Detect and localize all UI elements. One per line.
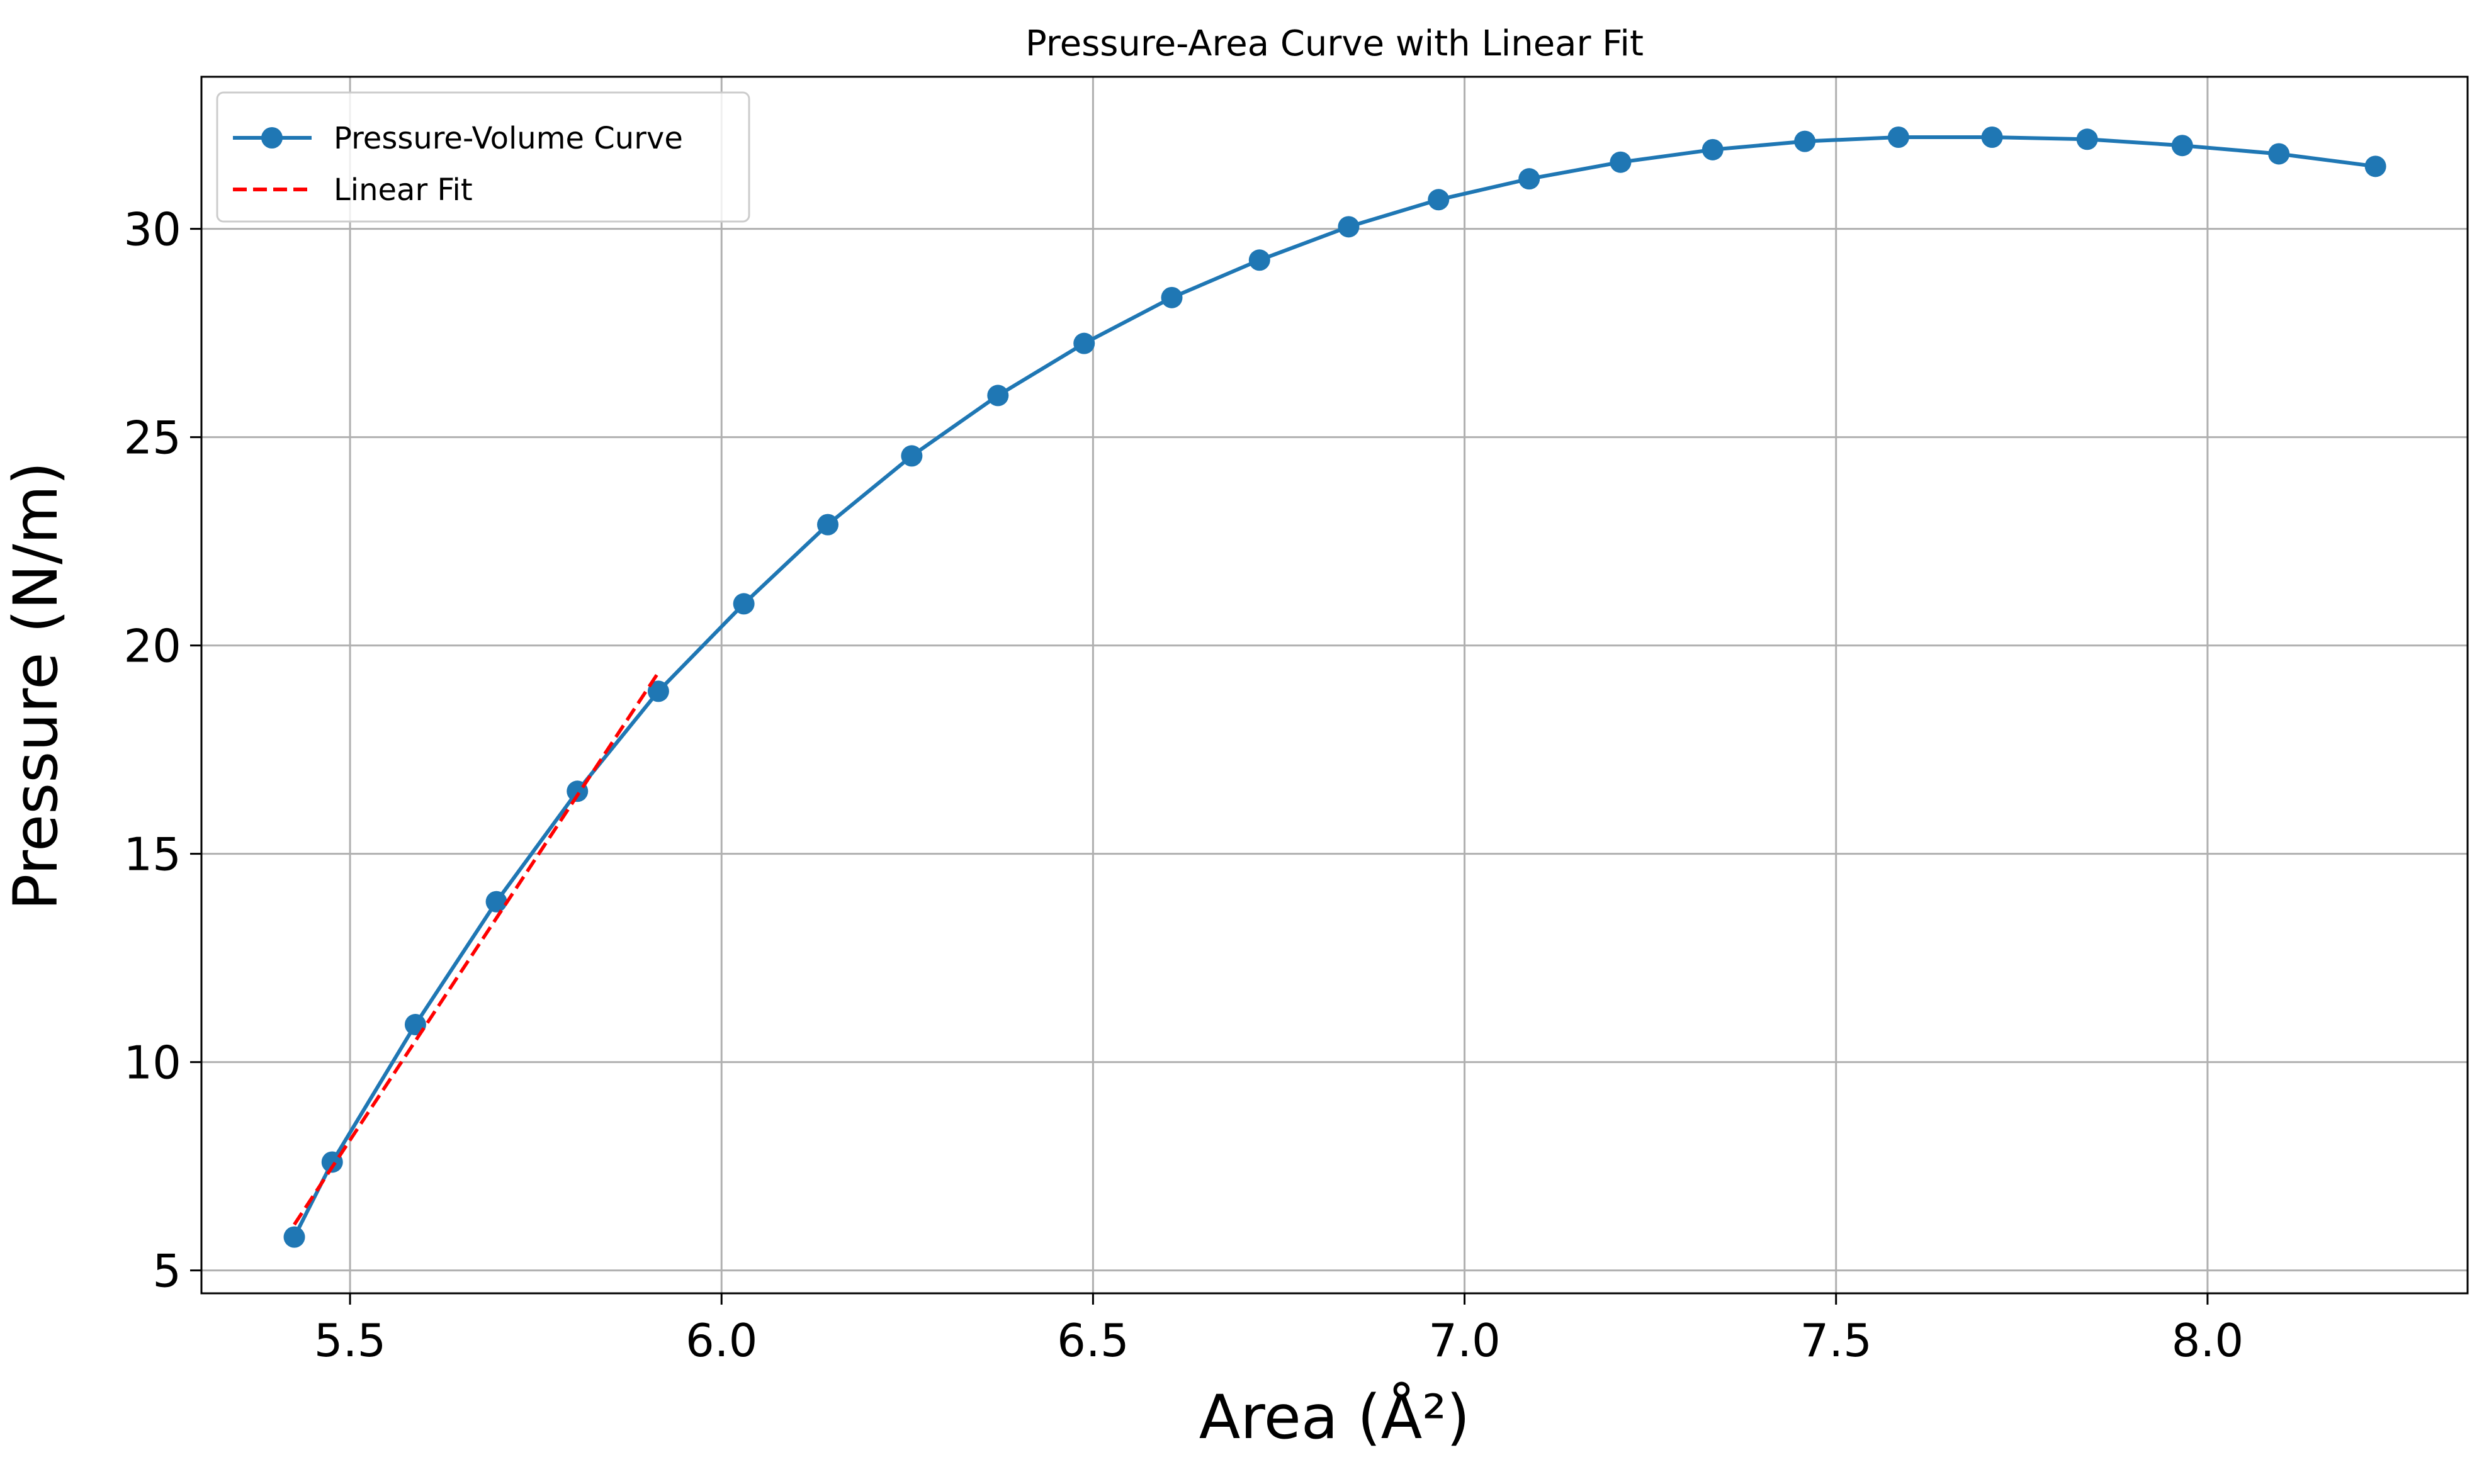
plot-area-frame [200, 76, 2469, 1295]
data-point [321, 1151, 343, 1173]
y-axis-ticks: 5 10 15 20 25 30 [123, 203, 201, 1298]
grid-lines [201, 77, 2468, 1293]
x-tick-label: 7.5 [1800, 1314, 1872, 1367]
data-point [733, 593, 755, 615]
data-point [2364, 155, 2386, 177]
data-point [1428, 189, 1450, 211]
x-axis-ticks: 5.5 6.0 6.5 7.0 7.5 8.0 [314, 1293, 2243, 1367]
data-point [1248, 249, 1270, 271]
y-tick-label: 5 [152, 1245, 181, 1298]
x-tick-label: 5.5 [314, 1314, 387, 1367]
data-point [901, 445, 923, 467]
data-point [1518, 168, 1540, 190]
legend-marker [261, 127, 283, 149]
data-point [1794, 130, 1816, 152]
series-line-2 [293, 672, 660, 1226]
data-point [647, 680, 669, 702]
data-point [1161, 286, 1183, 308]
legend: Pressure-Volume Curve Linear Fit [216, 91, 750, 223]
legend-box [216, 91, 750, 223]
y-tick-label: 30 [123, 203, 181, 256]
data-point [1702, 138, 1724, 160]
y-axis-label: Pressure (N/m) [1, 461, 71, 910]
data-point [2268, 143, 2290, 165]
legend-label-1: Pressure-Volume Curve [334, 121, 683, 156]
data-point [283, 1226, 305, 1248]
x-tick-label: 6.0 [686, 1314, 758, 1367]
x-tick-label: 8.0 [2172, 1314, 2244, 1367]
data-point [1338, 216, 1360, 238]
y-tick-label: 20 [123, 620, 181, 673]
x-tick-label: 6.5 [1057, 1314, 1129, 1367]
x-axis-label: Area (Å²) [1199, 1381, 1470, 1453]
chart-title: Pressure-Area Curve with Linear Fit [1025, 23, 1644, 64]
x-tick-label: 7.0 [1428, 1314, 1501, 1367]
plot-series [283, 126, 2386, 1248]
legend-label-2: Linear Fit [334, 172, 473, 208]
y-tick-label: 25 [123, 412, 181, 464]
data-point [2076, 128, 2098, 150]
data-point [987, 385, 1009, 407]
data-point [1981, 126, 2003, 148]
data-point [1073, 332, 1095, 354]
data-point [2171, 135, 2193, 157]
data-point [1610, 151, 1632, 173]
data-point [817, 514, 839, 536]
y-tick-label: 10 [123, 1037, 181, 1089]
data-point [1887, 126, 1909, 148]
y-tick-label: 15 [123, 828, 181, 881]
data-point [485, 891, 507, 913]
